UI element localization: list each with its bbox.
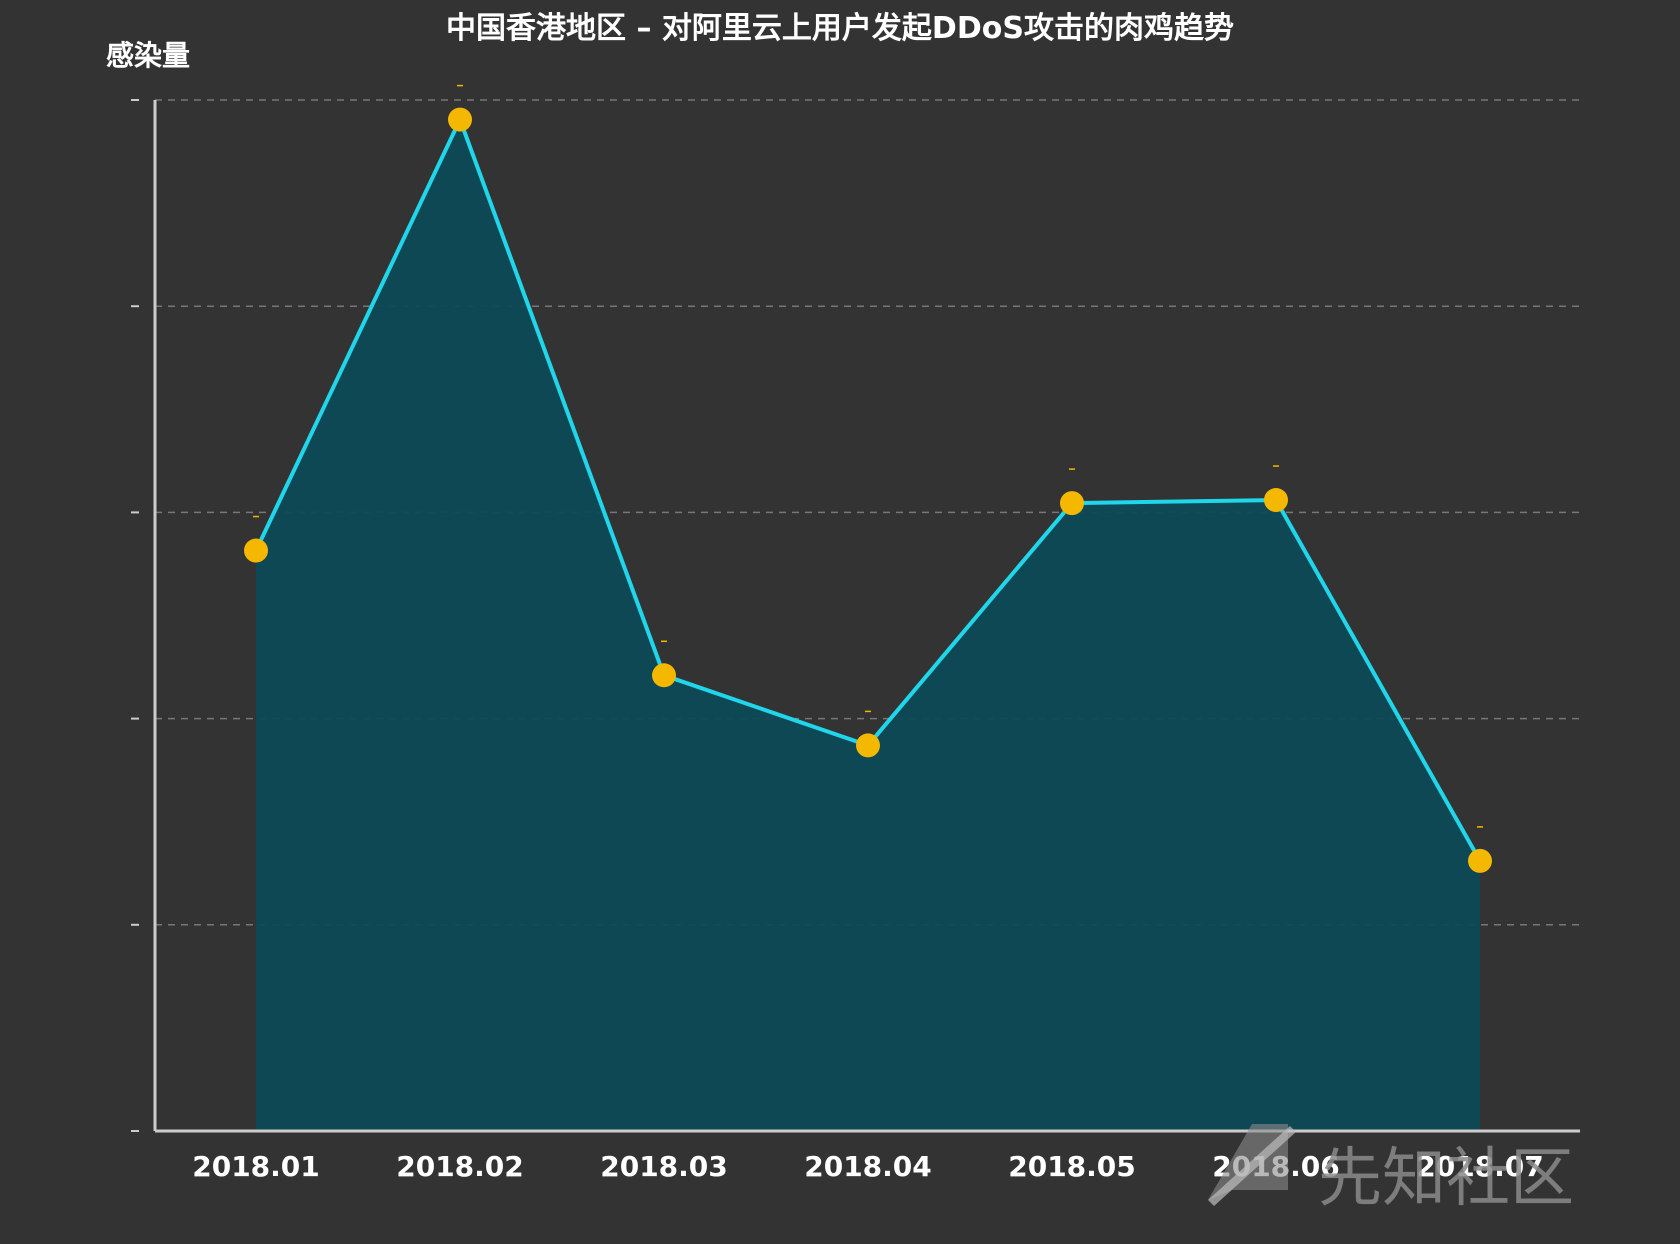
drop-lines — [253, 119, 1483, 1131]
data-markers — [244, 84, 1492, 873]
y-axis-label: 感染量 — [106, 39, 190, 72]
area-fill-layer — [256, 119, 1480, 1132]
watermark: 先知社区 — [1208, 1124, 1574, 1216]
data-point — [1060, 491, 1084, 516]
watermark-text: 先知社区 — [1318, 1142, 1574, 1216]
data-point — [1264, 488, 1288, 513]
x-tick-label: 2018.05 — [1008, 1150, 1136, 1183]
x-tick-labels: 2018.01 2018.02 2018.03 2018.04 2018.05 2018.… — [192, 1150, 1544, 1183]
axes — [131, 99, 1580, 1133]
x-tick-label: 2018.02 — [396, 1150, 524, 1183]
chart-title: 中国香港地区 – 对阿里云上用户发起DDoS攻击的肉鸡趋势 — [446, 11, 1234, 46]
data-point — [1468, 848, 1492, 873]
watermark-logo-slash-icon — [1208, 1126, 1296, 1206]
data-point — [652, 663, 676, 688]
data-point — [244, 538, 268, 563]
x-tick-label: 2018.01 — [192, 1150, 320, 1183]
data-point — [448, 107, 472, 132]
watermark-logo-icon — [1208, 1124, 1288, 1200]
data-point — [856, 733, 880, 758]
x-tick-label: 2018.04 — [804, 1150, 932, 1183]
x-tick-label: 2018.03 — [600, 1150, 728, 1183]
x-tick-label: 2018.07 — [1416, 1150, 1544, 1183]
area-fill — [256, 119, 1480, 1132]
